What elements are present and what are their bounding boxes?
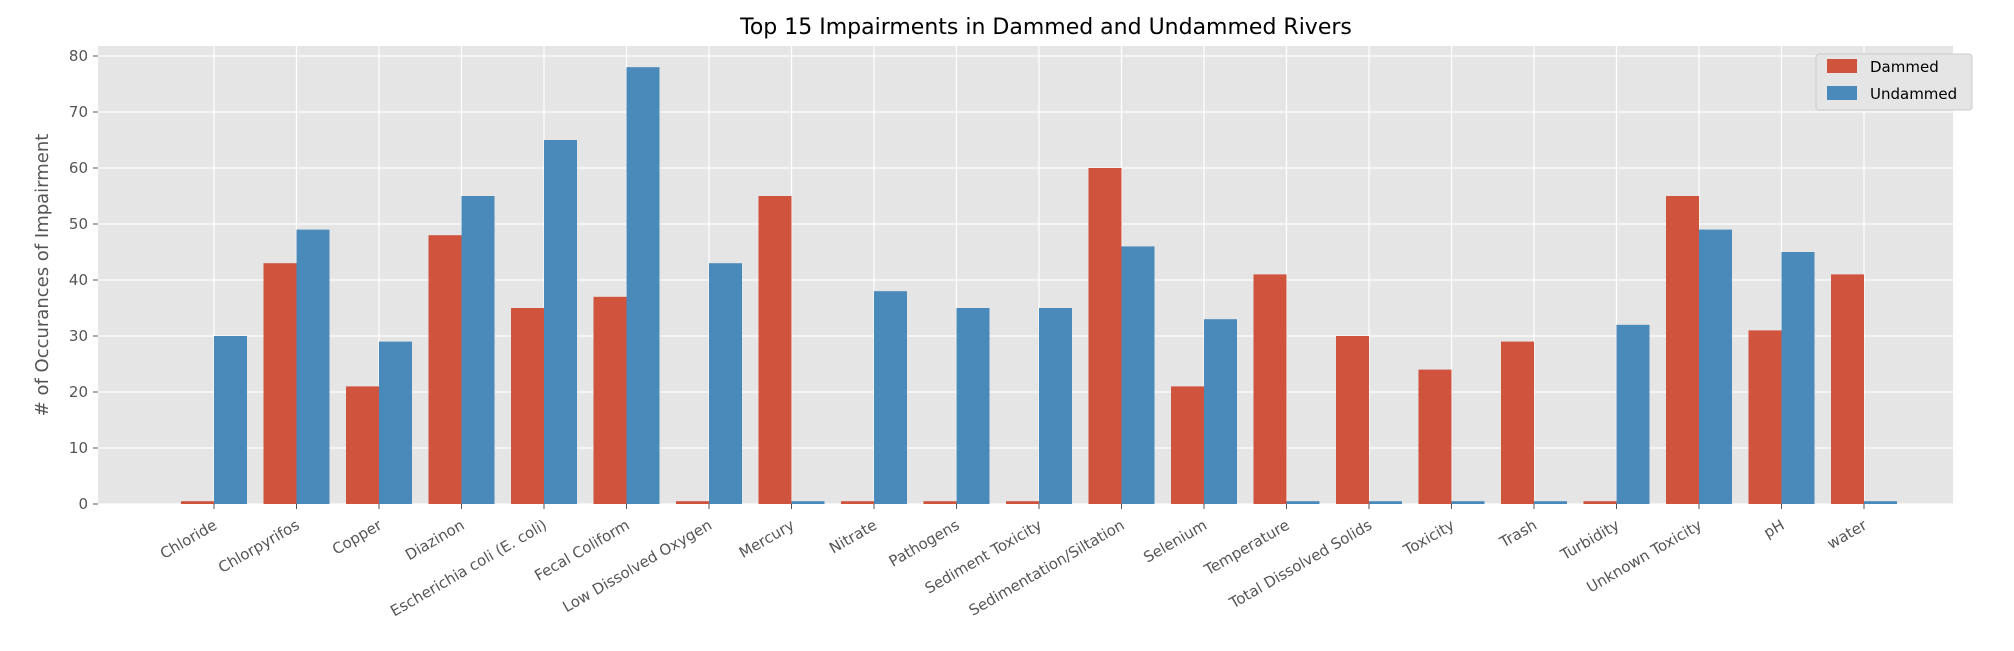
x-tick-label: Chloride: [157, 516, 220, 563]
bar-dammed: [346, 386, 379, 504]
bar-undammed: [1534, 501, 1567, 504]
bar-undammed: [626, 67, 660, 504]
bar-undammed: [791, 501, 825, 504]
bar-dammed: [758, 196, 792, 504]
y-tick-label: 50: [69, 215, 88, 233]
bar-undammed: [1781, 252, 1815, 504]
bar-dammed: [1171, 386, 1204, 504]
x-tick-label: Mercury: [736, 516, 798, 562]
y-tick-label: 60: [69, 159, 88, 177]
x-tick-label: water: [1824, 515, 1871, 552]
bar-undammed: [1699, 229, 1732, 504]
x-tick-label: Sedimentation/Siltation: [966, 516, 1128, 620]
x-tick-label: Chlorpyrifos: [215, 516, 303, 577]
x-tick-label: pH: [1760, 516, 1787, 542]
bar-undammed: [1616, 324, 1650, 504]
x-tick-label: Nitrate: [826, 516, 880, 557]
chart-title: Top 15 Impairments in Dammed and Undamme…: [739, 15, 1352, 40]
bar-undammed: [461, 196, 495, 504]
bar-dammed: [1253, 274, 1287, 504]
x-tick-label: Copper: [329, 515, 386, 558]
legend-swatch-dammed: [1827, 59, 1857, 73]
bar-undammed: [1039, 308, 1072, 504]
bar-dammed: [1831, 274, 1864, 504]
x-tick-label: Turbidity: [1557, 516, 1623, 564]
bar-dammed: [428, 235, 462, 504]
bar-undammed: [1121, 246, 1155, 504]
x-tick-label: Pathogens: [886, 516, 963, 571]
bar-dammed: [923, 501, 957, 504]
bar-undammed: [709, 263, 742, 504]
bar-dammed: [1088, 168, 1122, 504]
bar-dammed: [841, 501, 874, 504]
bar-undammed: [1864, 501, 1897, 504]
y-tick-label: 20: [69, 383, 88, 401]
bar-undammed: [1204, 319, 1237, 504]
y-tick-label: 10: [69, 439, 88, 457]
legend: Dammed Undammed: [1815, 53, 1973, 111]
bar-dammed: [1666, 196, 1699, 504]
bar-dammed: [263, 263, 297, 504]
x-tick-label: Diazinon: [402, 516, 467, 564]
bar-dammed: [511, 308, 544, 504]
bars: [181, 67, 1897, 504]
bar-dammed: [1583, 501, 1617, 504]
x-tick-label: Total Dissolved Solids: [1225, 516, 1375, 613]
bar-dammed: [1336, 336, 1369, 504]
bar-dammed: [181, 501, 214, 504]
bar-undammed: [874, 291, 907, 504]
bar-undammed: [956, 308, 990, 504]
x-tick-label: Selenium: [1140, 516, 1210, 567]
y-tick-label: 70: [69, 103, 88, 121]
y-axis-title: # of Occurances of Impairment: [32, 134, 53, 417]
bar-undammed: [296, 229, 330, 504]
bar-dammed: [1748, 330, 1782, 504]
legend-label-dammed: Dammed: [1870, 58, 1939, 76]
bar-dammed: [593, 296, 627, 504]
bar-undammed: [1286, 501, 1320, 504]
bar-undammed: [379, 341, 412, 504]
bar-dammed: [1501, 341, 1534, 504]
x-tick-label: Toxicity: [1400, 516, 1458, 560]
legend-swatch-undammed: [1827, 86, 1857, 100]
y-axis-ticks: 0 10 20 30 40 50 60 70 80: [69, 47, 98, 513]
bar-dammed: [1418, 369, 1452, 504]
x-tick-label: Low Dissolved Oxygen: [559, 516, 715, 616]
legend-label-undammed: Undammed: [1870, 85, 1957, 103]
bar-undammed: [214, 336, 247, 504]
bar-undammed: [544, 140, 577, 504]
x-tick-label: Escherichia coli (E. coli): [387, 516, 550, 620]
bar-dammed: [676, 501, 709, 504]
y-tick-label: 0: [78, 495, 88, 513]
y-tick-label: 40: [69, 271, 88, 289]
x-tick-label: Trash: [1496, 516, 1540, 552]
bar-undammed: [1451, 501, 1485, 504]
y-tick-label: 30: [69, 327, 88, 345]
bar-dammed: [1006, 501, 1039, 504]
bar-undammed: [1369, 501, 1402, 504]
y-tick-label: 80: [69, 47, 88, 65]
